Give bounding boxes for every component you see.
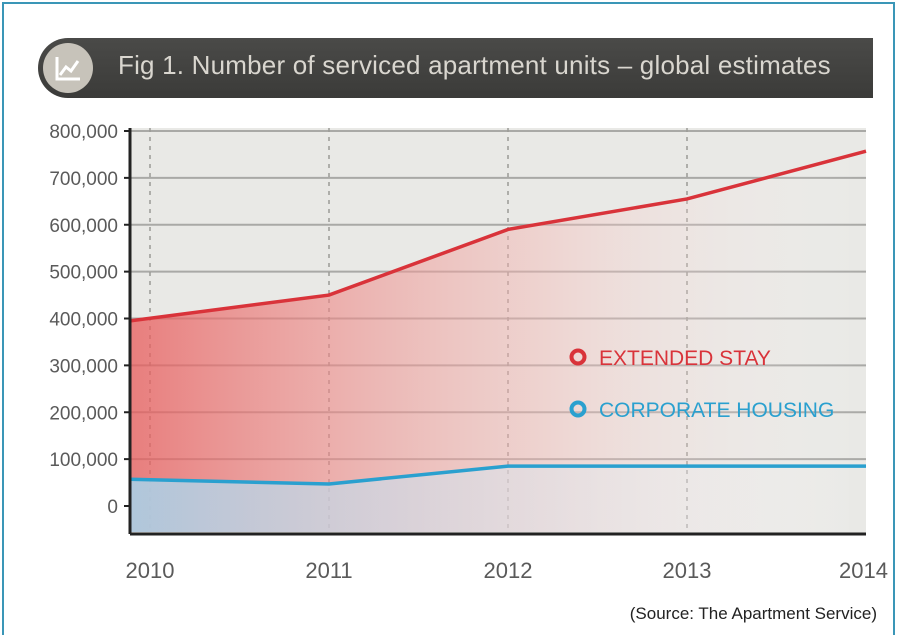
- line-chart-icon: [43, 43, 93, 93]
- y-tick-label: 600,000: [49, 216, 118, 237]
- extended-stay-area: [130, 151, 866, 532]
- x-tick-label: 2014: [839, 558, 888, 583]
- chart-title: Fig 1. Number of serviced apartment unit…: [118, 50, 831, 80]
- y-tick-label: 800,000: [49, 122, 118, 143]
- y-tick-label: 100,000: [49, 450, 118, 471]
- y-tick-label: 500,000: [49, 263, 118, 284]
- legend-marker-corporate-housing: [569, 400, 587, 418]
- legend-marker-extended-stay: [569, 348, 587, 366]
- legend: EXTENDED STAY CORPORATE HOUSING: [569, 347, 834, 422]
- y-tick-label: 400,000: [49, 310, 118, 331]
- y-tick-label: 0: [107, 497, 118, 518]
- y-axis: 0 100,000 200,000 300,000 400,000 500,000 600,…: [49, 122, 130, 518]
- x-tick-label: 2011: [305, 558, 352, 583]
- title-banner: Fig 1. Number of serviced apartment unit…: [38, 38, 873, 98]
- y-tick-label: 300,000: [49, 356, 118, 377]
- y-tick-label: 200,000: [49, 403, 118, 424]
- x-axis: 2010 2011 2012 2013 2014: [126, 558, 888, 583]
- legend-label-corporate-housing: CORPORATE HOUSING: [599, 399, 834, 422]
- y-tick-label: 700,000: [49, 169, 118, 190]
- corporate-housing-area: [130, 466, 866, 532]
- legend-label-extended-stay: EXTENDED STAY: [599, 347, 771, 370]
- x-tick-label: 2010: [126, 558, 175, 583]
- x-tick-label: 2013: [663, 558, 712, 583]
- x-tick-label: 2012: [484, 558, 533, 583]
- source-note: (Source: The Apartment Service): [629, 604, 877, 623]
